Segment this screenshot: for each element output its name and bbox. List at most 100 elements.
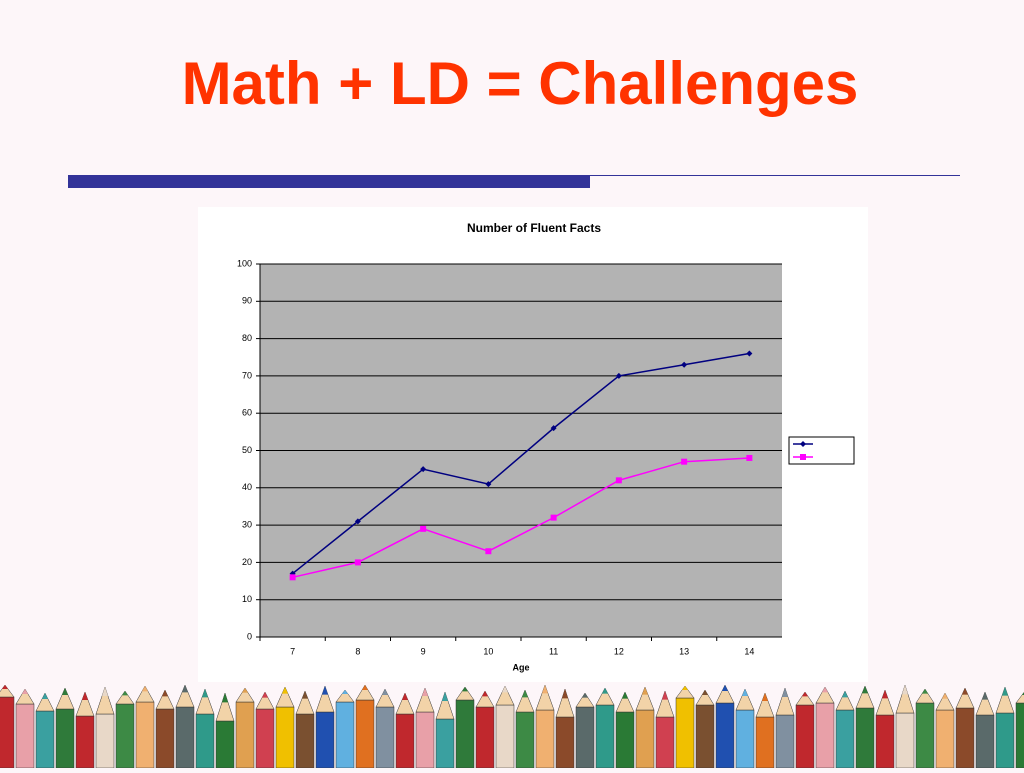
- pencil-lead: [762, 693, 768, 701]
- pencil-lead: [2, 685, 8, 689]
- pencil-tip: [275, 686, 295, 708]
- pencil-body: [635, 709, 655, 769]
- pencil-lead: [82, 692, 88, 700]
- pencil-tip: [35, 692, 55, 712]
- pencil-body: [875, 714, 895, 769]
- pencil-body: [775, 714, 795, 769]
- series-line: [292, 352, 750, 575]
- pencil-body: [855, 707, 875, 769]
- pencil-body: [295, 713, 315, 769]
- pencil-body: [235, 701, 255, 769]
- pencil-tip: [455, 686, 475, 701]
- pencil-body: [615, 711, 635, 769]
- pencil-lead: [242, 688, 248, 693]
- pencil-body: [675, 697, 695, 769]
- x-tick-label: 12: [614, 646, 624, 656]
- pencil-tip: [615, 691, 635, 713]
- pencil-tip: [295, 690, 315, 715]
- pencil-lead: [122, 691, 128, 696]
- x-tick-label: 13: [679, 646, 689, 656]
- pencil-body: [935, 709, 955, 769]
- x-axis-label: Age: [512, 662, 529, 672]
- pencil-lead: [922, 689, 928, 694]
- pencil-tip: [55, 687, 75, 710]
- pencil-lead: [362, 685, 368, 690]
- pencil-tip: [95, 686, 115, 715]
- data-point: [550, 514, 557, 521]
- pencil-lead: [882, 690, 888, 699]
- pencil-tip: [675, 685, 695, 699]
- pencil-lead: [622, 692, 628, 699]
- data-point: [420, 525, 427, 532]
- pencil-body: [575, 706, 595, 769]
- pencil-lead: [282, 687, 288, 694]
- pencil-lead: [902, 685, 908, 695]
- pencil-tip: [175, 684, 195, 708]
- pencil-body: [535, 709, 555, 769]
- data-point: [354, 518, 361, 525]
- pencil-lead: [802, 692, 808, 697]
- legend-box: [788, 436, 855, 465]
- pencil-lead: [502, 686, 508, 693]
- y-tick-label: 60: [242, 408, 252, 418]
- pencil-tip: [1015, 691, 1024, 704]
- data-point: [485, 481, 492, 488]
- pencil-tip: [655, 690, 675, 718]
- pencil-tip: [755, 692, 775, 718]
- pencil-tip: [515, 689, 535, 713]
- pencil-tip: [855, 685, 875, 709]
- pencil-lead: [302, 691, 308, 699]
- y-tick-label: 0: [247, 631, 252, 641]
- pencil-lead: [642, 687, 648, 695]
- pencil-lead: [822, 687, 828, 693]
- pencil-body: [955, 707, 975, 769]
- pencil-tip: [715, 684, 735, 704]
- pencil-tip: [235, 687, 255, 703]
- chart-title: Number of Fluent Facts: [467, 221, 601, 235]
- pencil-lead: [382, 689, 388, 695]
- pencil-body: [35, 710, 55, 769]
- pencil-body: [815, 702, 835, 769]
- pencil-tip: [375, 688, 395, 708]
- pencil-tip: [75, 691, 95, 717]
- x-tick-label: 9: [421, 646, 426, 656]
- pencil-body: [835, 709, 855, 769]
- series-line: [292, 457, 750, 579]
- pencil-tip: [835, 690, 855, 711]
- pencil-lead: [222, 693, 228, 703]
- pencil-tip: [695, 689, 715, 706]
- x-tick-label: 7: [290, 646, 295, 656]
- data-point: [800, 454, 806, 460]
- pencil-lead: [62, 688, 68, 695]
- pencil-lead: [982, 692, 988, 700]
- pencil-tip: [415, 687, 435, 713]
- pencil-tip: [955, 687, 975, 709]
- pencil-body: [255, 708, 275, 769]
- pencil-body: [695, 704, 715, 769]
- pencil-tip: [315, 685, 335, 713]
- pencil-body: [735, 709, 755, 769]
- pencil-lead: [682, 686, 688, 690]
- pencil-tip: [135, 685, 155, 703]
- pencil-body: [455, 699, 475, 769]
- data-point: [800, 441, 806, 447]
- data-point: [681, 458, 688, 465]
- pencil-body: [55, 708, 75, 769]
- pencil-body: [275, 706, 295, 769]
- pencil-body: [15, 703, 35, 769]
- pencil-body: [375, 706, 395, 769]
- pencil-tip: [895, 684, 915, 714]
- data-point: [681, 361, 688, 368]
- pencil-lead: [962, 688, 968, 695]
- y-tick-label: 90: [242, 296, 252, 306]
- pencil-lead: [42, 693, 48, 699]
- pencil-body: [335, 701, 355, 769]
- pencil-body: [175, 706, 195, 769]
- pencil-tip: [15, 688, 35, 705]
- data-point: [550, 425, 557, 432]
- pencil-body: [155, 708, 175, 769]
- pencil-tip: [815, 686, 835, 704]
- x-tick-label: 10: [483, 646, 493, 656]
